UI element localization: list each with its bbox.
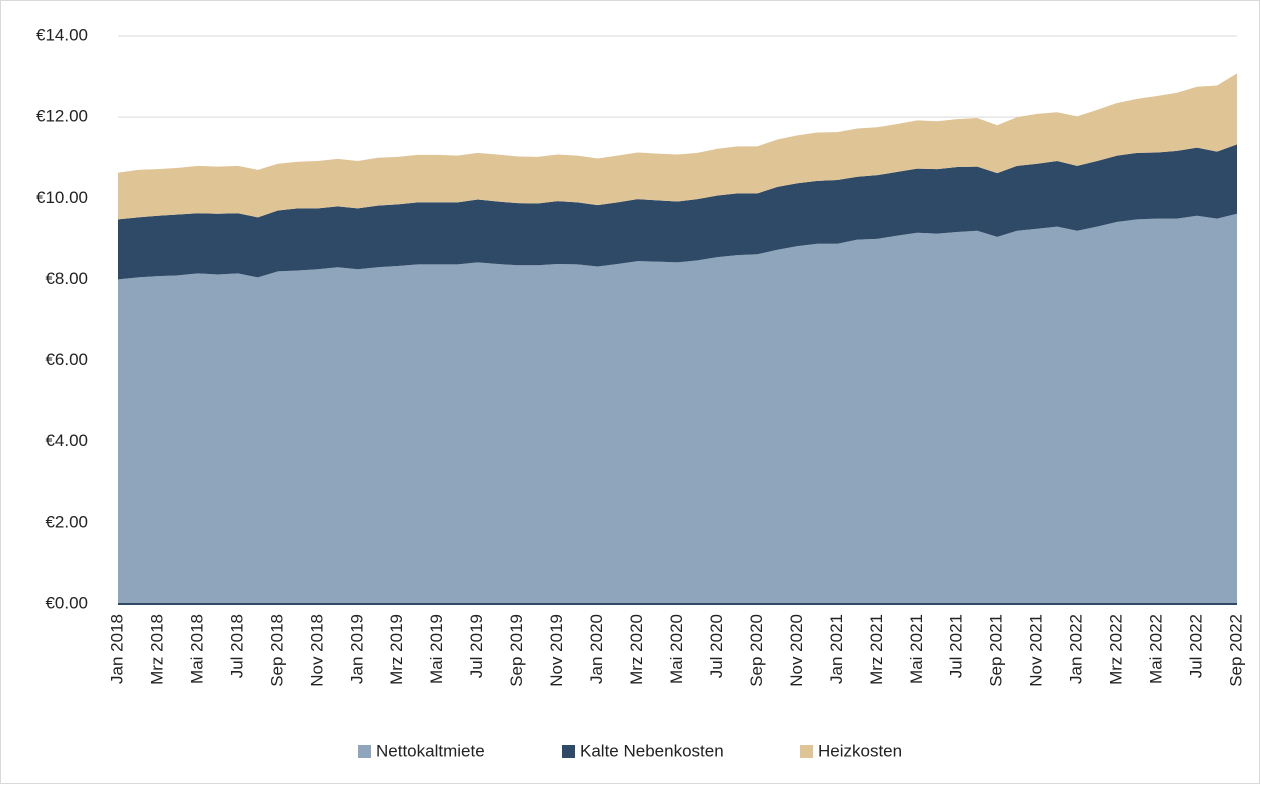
x-tick-label: Nov 2018 bbox=[307, 614, 326, 687]
legend-label: Heizkosten bbox=[818, 741, 902, 760]
y-tick-label: €14.00 bbox=[36, 25, 88, 44]
x-tick-label: Sep 2020 bbox=[747, 614, 766, 687]
x-tick-label: Mrz 2020 bbox=[627, 614, 646, 685]
x-tick-label: Jul 2018 bbox=[227, 614, 246, 678]
x-tick-label: Mai 2022 bbox=[1147, 614, 1166, 684]
x-tick-label: Jan 2019 bbox=[347, 614, 366, 684]
x-tick-label: Sep 2019 bbox=[507, 614, 526, 687]
y-tick-label: €4.00 bbox=[45, 431, 88, 450]
legend-swatch bbox=[800, 745, 813, 758]
x-tick-label: Mai 2021 bbox=[907, 614, 926, 684]
x-tick-label: Jul 2020 bbox=[707, 614, 726, 678]
x-tick-label: Sep 2018 bbox=[267, 614, 286, 687]
y-tick-label: €10.00 bbox=[36, 188, 88, 207]
x-tick-label: Mai 2019 bbox=[427, 614, 446, 684]
y-tick-label: €12.00 bbox=[36, 107, 88, 126]
x-tick-label: Sep 2021 bbox=[987, 614, 1006, 687]
x-tick-label: Nov 2019 bbox=[547, 614, 566, 687]
legend-label: Kalte Nebenkosten bbox=[580, 741, 724, 760]
x-tick-label: Mai 2018 bbox=[187, 614, 206, 684]
y-tick-label: €0.00 bbox=[45, 593, 88, 612]
x-tick-label: Mrz 2022 bbox=[1107, 614, 1126, 685]
x-tick-label: Jan 2021 bbox=[827, 614, 846, 684]
x-tick-label: Jul 2021 bbox=[947, 614, 966, 678]
y-tick-label: €2.00 bbox=[45, 512, 88, 531]
x-tick-label: Jan 2018 bbox=[107, 614, 126, 684]
legend-swatch bbox=[562, 745, 575, 758]
legend-label: Nettokaltmiete bbox=[376, 741, 485, 760]
legend-swatch bbox=[358, 745, 371, 758]
x-tick-label: Jan 2022 bbox=[1067, 614, 1086, 684]
area bbox=[118, 213, 1237, 604]
x-tick-label: Jan 2020 bbox=[587, 614, 606, 684]
area bbox=[118, 73, 1237, 220]
y-tick-label: €6.00 bbox=[45, 350, 88, 369]
x-tick-label: Sep 2022 bbox=[1226, 614, 1245, 687]
x-tick-label: Nov 2020 bbox=[787, 614, 806, 687]
x-tick-label: Jul 2019 bbox=[467, 614, 486, 678]
x-tick-label: Nov 2021 bbox=[1027, 614, 1046, 687]
x-tick-label: Mai 2020 bbox=[667, 614, 686, 684]
x-tick-label: Mrz 2019 bbox=[387, 614, 406, 685]
y-tick-label: €8.00 bbox=[45, 269, 88, 288]
x-tick-label: Jul 2022 bbox=[1187, 614, 1206, 678]
x-tick-label: Mrz 2021 bbox=[867, 614, 886, 685]
area bbox=[118, 144, 1237, 280]
x-tick-label: Mrz 2018 bbox=[147, 614, 166, 685]
